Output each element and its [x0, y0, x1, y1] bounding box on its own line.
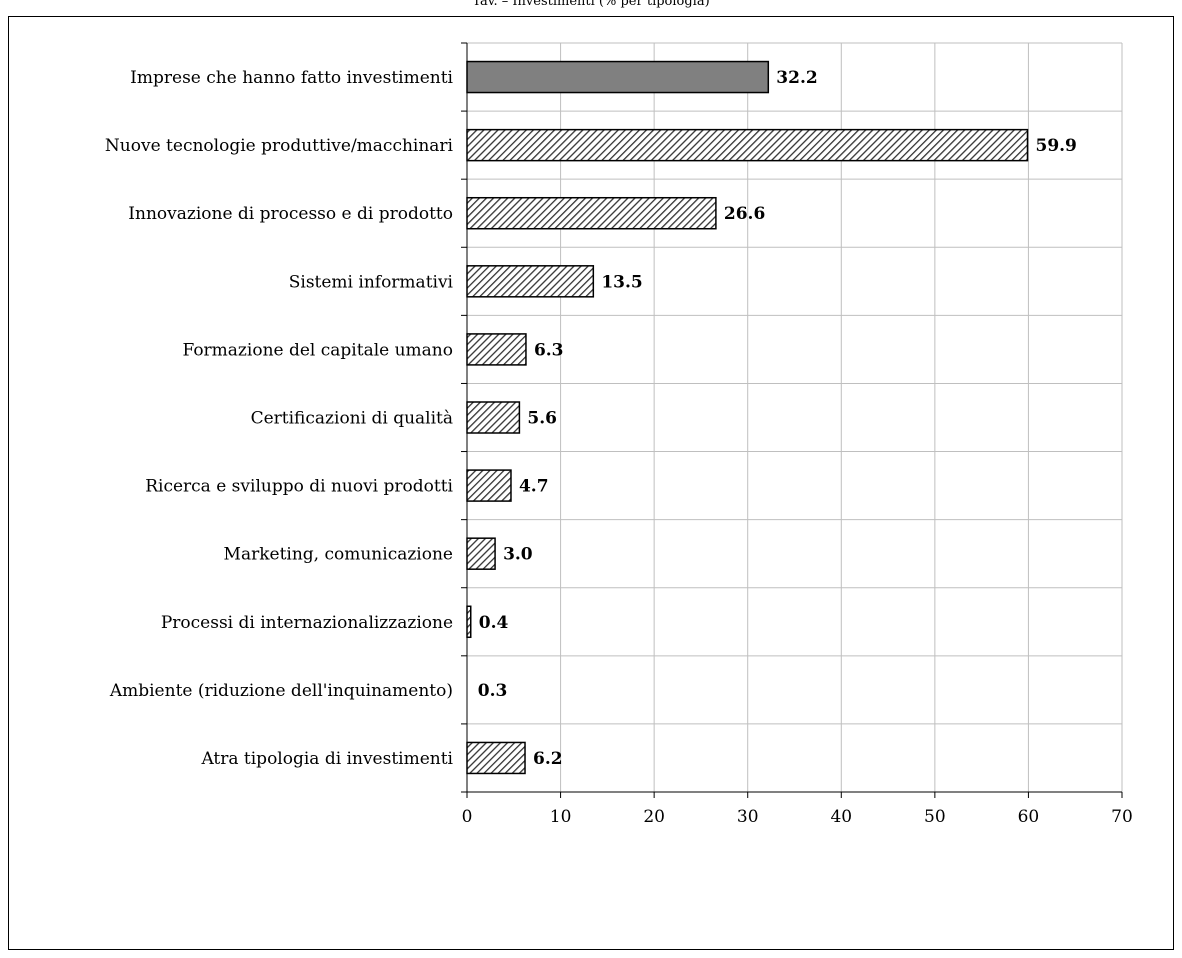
bar — [466, 741, 526, 775]
x-tick-label: 70 — [1111, 807, 1133, 827]
category-label: Certificazioni di qualità — [251, 409, 453, 429]
bar-value-label: 6.3 — [534, 340, 564, 360]
bar-value-label: 13.5 — [601, 272, 642, 292]
bar-value-label: 6.2 — [533, 749, 563, 769]
x-tick-label: 50 — [924, 807, 946, 827]
bar-value-label: 0.4 — [479, 613, 509, 633]
bar-value-label: 59.9 — [1035, 136, 1076, 156]
bar-value-label: 0.3 — [478, 681, 508, 701]
x-tick-label: 60 — [1018, 807, 1040, 827]
labels: 0 10 20 30 40 50 60 70 32.2 Imprese che hanno fat… — [105, 68, 1133, 827]
x-tick-label: 30 — [737, 807, 759, 827]
bar — [466, 265, 595, 298]
gridlines — [467, 42, 1123, 792]
bar — [466, 401, 521, 434]
x-tick-label: 0 — [462, 807, 473, 827]
bar — [466, 333, 527, 366]
category-label: Sistemi informativi — [289, 272, 454, 292]
bar — [466, 469, 512, 502]
bar — [466, 60, 770, 94]
category-label: Imprese che hanno fatto investimenti — [130, 68, 453, 88]
bar-chart: 0 10 20 30 40 50 60 70 32.2 Imprese che hanno fat… — [105, 42, 1133, 827]
bar-value-label: 5.6 — [527, 409, 557, 429]
bar — [466, 196, 717, 230]
category-label: Nuove tecnologie produttive/macchinari — [105, 136, 454, 156]
bar — [466, 537, 496, 570]
chart-caption: Tav. – Investimenti (% per tipologia) — [472, 0, 710, 9]
x-tick-label: 40 — [830, 807, 852, 827]
category-label: Innovazione di processo e di prodotto — [128, 204, 453, 224]
bar-value-label: 26.6 — [724, 204, 765, 224]
category-label: Ambiente (riduzione dell'inquinamento) — [109, 681, 453, 701]
category-label: Atra tipologia di investimenti — [200, 749, 453, 769]
bar-value-label: 32.2 — [776, 68, 817, 88]
category-label: Ricerca e sviluppo di nuovi prodotti — [145, 477, 453, 497]
category-label: Formazione del capitale umano — [182, 340, 453, 360]
category-label: Processi di internazionalizzazione — [161, 613, 453, 633]
bars — [466, 60, 1029, 775]
bar-value-label: 3.0 — [503, 545, 533, 565]
category-label: Marketing, comunicazione — [224, 545, 453, 565]
axes — [461, 42, 1123, 798]
bar — [466, 128, 1029, 162]
bar — [466, 605, 472, 639]
chart-frame: 0 10 20 30 40 50 60 70 32.2 Imprese che hanno fat… — [8, 16, 1174, 950]
x-tick-label: 20 — [643, 807, 665, 827]
x-tick-label: 10 — [550, 807, 572, 827]
bar-value-label: 4.7 — [519, 477, 549, 497]
